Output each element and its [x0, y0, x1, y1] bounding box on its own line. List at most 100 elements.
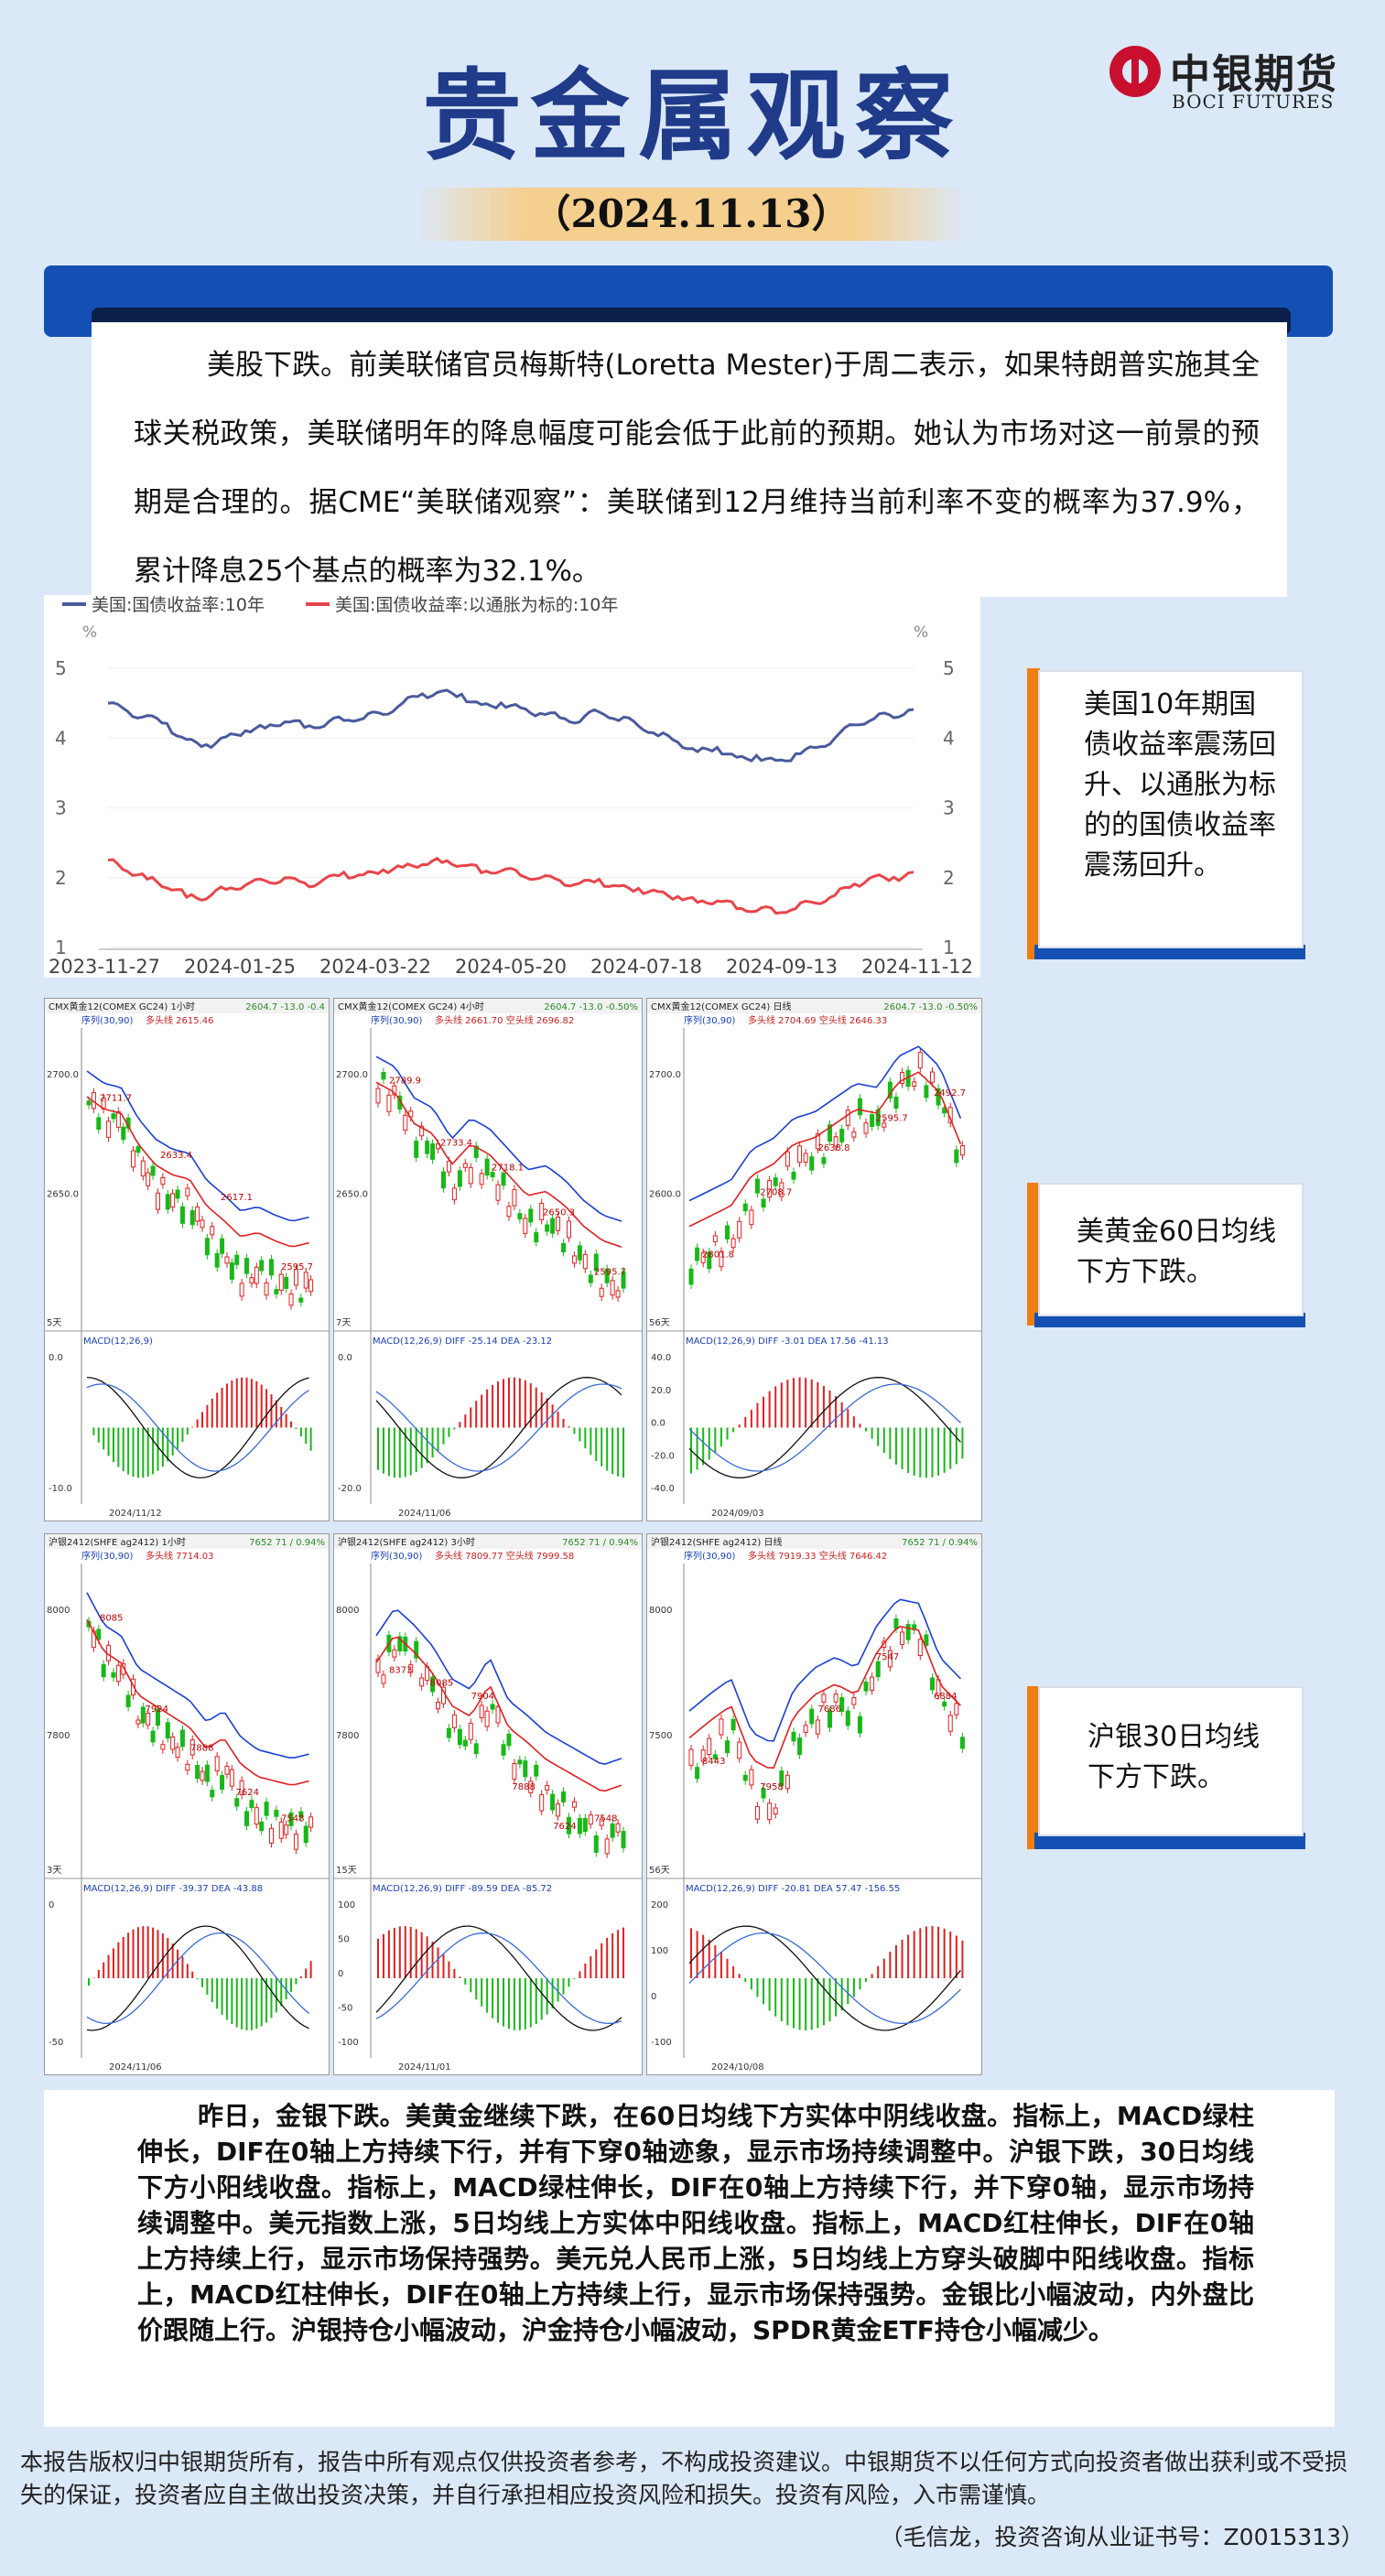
candle-body: [797, 1737, 803, 1755]
y-tick-left: 3: [55, 797, 67, 819]
macd-dea-line: [688, 1932, 961, 2025]
macd-level: 40.0: [651, 1353, 671, 1363]
candle-body: [125, 1694, 131, 1707]
candle-body: [264, 1802, 269, 1816]
kline-svg: 沪银2412(SHFE ag2412) 3小时 7652 71 / 0.94% 序列…: [334, 1534, 642, 2073]
candle-body: [688, 1268, 694, 1285]
kline-ma-line: 多头线 7714.03: [146, 1550, 214, 1562]
kline-title: 沪银2412(SHFE ag2412) 3小时: [338, 1536, 475, 1548]
macd-dea-line: [86, 1932, 310, 2025]
kline-ma-label: 序列(30,90): [371, 1550, 423, 1562]
kline-price-level: 7800: [47, 1731, 70, 1741]
candle-body: [101, 1663, 106, 1678]
candle-body: [140, 1160, 146, 1177]
kline-ma-red: [375, 1081, 622, 1248]
candle-body: [893, 1096, 899, 1109]
y-tick-left: 5: [55, 657, 67, 679]
candle-body: [761, 1198, 766, 1208]
macd-dif-line: [86, 1376, 309, 1479]
candle-body: [754, 1805, 760, 1820]
candle-body: [815, 1133, 820, 1150]
macd-level: -20.0: [651, 1451, 675, 1461]
kline-price-mark: 8085: [430, 1679, 453, 1689]
kline-header-bg: [45, 1534, 329, 1549]
candle-body: [278, 1821, 284, 1839]
macd-level: 0.0: [49, 1353, 63, 1363]
candle-body: [870, 1676, 875, 1691]
candle-body: [528, 1780, 534, 1793]
candle-body: [425, 1141, 430, 1154]
candle-body: [96, 1629, 102, 1640]
kline-period: 15天: [336, 1866, 357, 1876]
candle-body: [773, 1807, 778, 1815]
note-text-3: 沪银30日均线下方下跌。: [1087, 1721, 1261, 1793]
kline-svg: CMX黄金12(COMEX GC24) 日线 2604.7 -13.0 -0.50…: [647, 999, 981, 1519]
kline-price-mark: 2492.7: [934, 1088, 966, 1099]
candle-body: [707, 1737, 712, 1755]
macd-level: 0: [651, 1992, 656, 2002]
candle-body: [779, 1770, 784, 1787]
macd-dif-line: [688, 1377, 961, 1478]
candle-body: [403, 1114, 408, 1131]
candle-body: [308, 1279, 314, 1293]
candle-body: [473, 1743, 479, 1755]
y-tick-right: 5: [943, 657, 955, 679]
y-tick-left: 1: [55, 936, 67, 958]
candle-body: [234, 1798, 240, 1807]
candle-body: [160, 1176, 166, 1185]
candle-body: [615, 1823, 621, 1833]
macd-level: -10.0: [49, 1484, 72, 1494]
candle-body: [791, 1172, 796, 1180]
candle-body: [506, 1206, 512, 1218]
kline-last: 7652 71 / 0.94%: [562, 1538, 638, 1548]
kline-price-mark: 2733.4: [440, 1138, 472, 1148]
candle-body: [501, 1744, 506, 1756]
kline-price-mark: 8085: [100, 1614, 123, 1624]
candle-body: [882, 1122, 887, 1128]
left-unit: %: [82, 623, 97, 642]
kline-ma-red: [688, 1071, 962, 1228]
candle-body: [440, 1171, 446, 1189]
macd-level: 0.0: [651, 1419, 665, 1429]
candle-body: [959, 1737, 965, 1749]
candle-body: [924, 1634, 929, 1646]
candle-body: [106, 1120, 112, 1138]
macd-label: MACD(12,26,9) DIFF -3.01 DEA 17.56 -41.1…: [686, 1337, 889, 1347]
candle-body: [905, 1623, 911, 1640]
candle-body: [451, 1714, 457, 1728]
kline-panel: CMX黄金12(COMEX GC24) 4小时 2604.7 -13.0 -0.5…: [333, 998, 643, 1521]
candle-body: [561, 1242, 567, 1253]
kline-title: CMX黄金12(COMEX GC24) 1小时: [49, 1001, 195, 1012]
candle-body: [195, 1207, 200, 1222]
y-tick-right: 1: [943, 936, 955, 958]
macd-dea-line: [688, 1383, 961, 1472]
kline-price-level: 2700.0: [47, 1070, 79, 1080]
candle-body: [214, 1756, 220, 1772]
candle-body: [220, 1775, 225, 1790]
candle-body: [593, 1835, 599, 1853]
candle-body: [610, 1280, 615, 1296]
candle-body: [784, 1151, 790, 1167]
candle-body: [457, 1170, 462, 1187]
kline-price-mark: 2617.1: [221, 1193, 253, 1203]
kline-ma-blue: [86, 1070, 309, 1222]
candle-body: [484, 1158, 490, 1176]
candle-body: [284, 1824, 289, 1835]
candle-body: [566, 1220, 571, 1239]
candle-body: [446, 1161, 451, 1173]
candle-body: [278, 1273, 284, 1292]
macd-dif-line: [688, 1925, 961, 2031]
series-line-0: [107, 688, 914, 763]
macd-level: 50: [338, 1935, 350, 1945]
disclaimer: 本报告版权归中银期货所有，报告中所有观点仅供投资者参考，不构成投资建议。中银期货…: [20, 2449, 1348, 2508]
kline-header-bg: [334, 999, 642, 1013]
candle-body: [929, 1677, 935, 1691]
candle-body: [700, 1252, 706, 1263]
candle-body: [599, 1287, 604, 1297]
kline-period: 56天: [649, 1866, 670, 1876]
kline-ma-blue: [375, 1055, 622, 1222]
candle-body: [430, 1676, 436, 1693]
candle-body: [749, 1769, 754, 1786]
candle-body: [893, 1618, 899, 1629]
candle-body: [468, 1722, 473, 1740]
